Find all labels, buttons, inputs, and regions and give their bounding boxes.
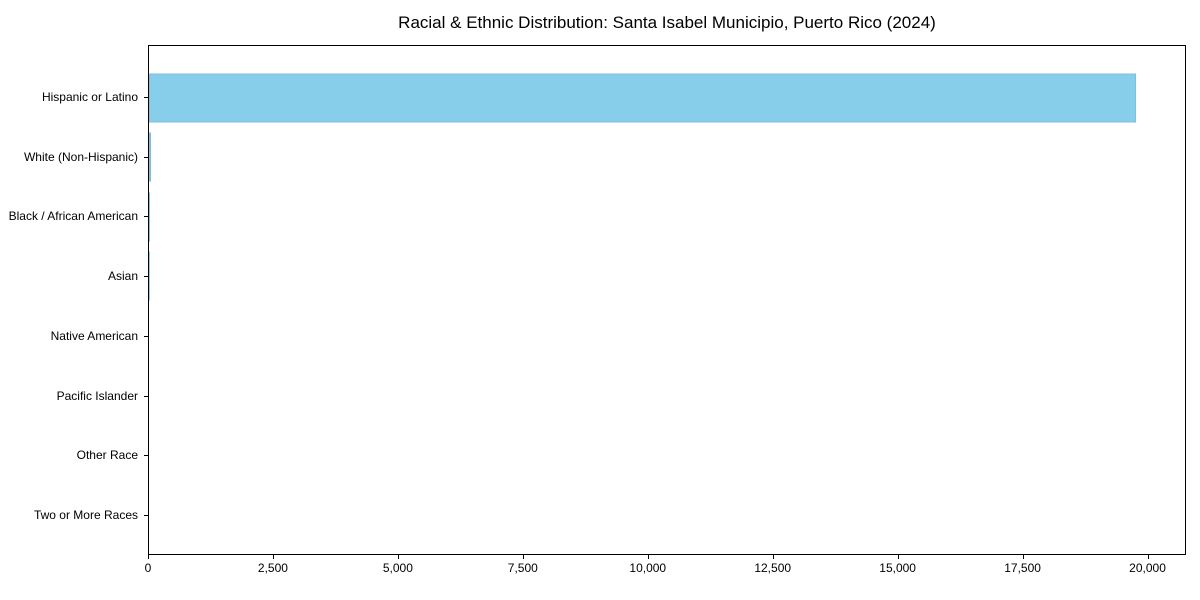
x-tick-label: 20,000	[1129, 561, 1166, 575]
bar-row	[149, 306, 1185, 366]
x-tick-mark	[522, 555, 524, 559]
y-tick-mark	[144, 276, 148, 278]
bar-row	[149, 128, 1185, 188]
x-tick-label: 5,000	[382, 561, 413, 575]
bar-row	[149, 68, 1185, 128]
y-tick-mark	[144, 216, 148, 218]
x-tick-mark	[148, 555, 149, 559]
y-tick-mark	[144, 156, 148, 158]
bar-row	[149, 247, 1185, 307]
bar-rows-container	[149, 68, 1185, 544]
x-tick-label: 15,000	[879, 561, 916, 575]
plot-area	[148, 45, 1186, 555]
bar-row	[149, 485, 1185, 545]
x-tick-mark	[772, 555, 774, 559]
y-tick-mark	[144, 395, 148, 397]
x-tick-label: 12,500	[754, 561, 792, 575]
x-tick-label: 10,000	[629, 561, 667, 575]
bar-row	[149, 425, 1185, 485]
y-tick-label: White (Non-Hispanic)	[23, 149, 138, 164]
x-tick-mark	[397, 555, 399, 559]
x-tick-label: 0	[144, 561, 152, 575]
bar-row	[149, 366, 1185, 426]
bar-row	[149, 187, 1185, 247]
chart-title: Racial & Ethnic Distribution: Santa Isab…	[398, 13, 936, 32]
y-tick-label: Other Race	[76, 448, 138, 463]
y-tick-label: Asian	[107, 269, 138, 284]
y-tick-label: Hispanic or Latino	[41, 89, 138, 104]
y-tick-mark	[144, 335, 148, 337]
x-tick-mark	[1147, 555, 1149, 559]
x-tick-mark	[647, 555, 649, 559]
y-tick-mark	[144, 515, 148, 517]
x-tick-label: 7,500	[507, 561, 538, 575]
x-tick-mark	[1022, 555, 1024, 559]
y-tick-mark	[144, 455, 148, 457]
x-tick-mark	[272, 555, 274, 559]
y-tick-label: Pacific Islander	[56, 388, 138, 403]
y-tick-label: Two or More Races	[33, 508, 138, 523]
x-tick-label: 17,500	[1004, 561, 1041, 575]
x-tick-mark	[897, 555, 899, 559]
bar-hispanic-or-latino	[149, 73, 1136, 123]
x-tick-label: 2,500	[257, 561, 288, 575]
y-tick-label: Native American	[50, 328, 138, 343]
y-tick-label: Black / African American	[8, 209, 138, 224]
y-tick-mark	[144, 96, 148, 98]
bar-white-non-hispanic-	[149, 132, 152, 182]
bar-black-african-american	[149, 192, 150, 242]
